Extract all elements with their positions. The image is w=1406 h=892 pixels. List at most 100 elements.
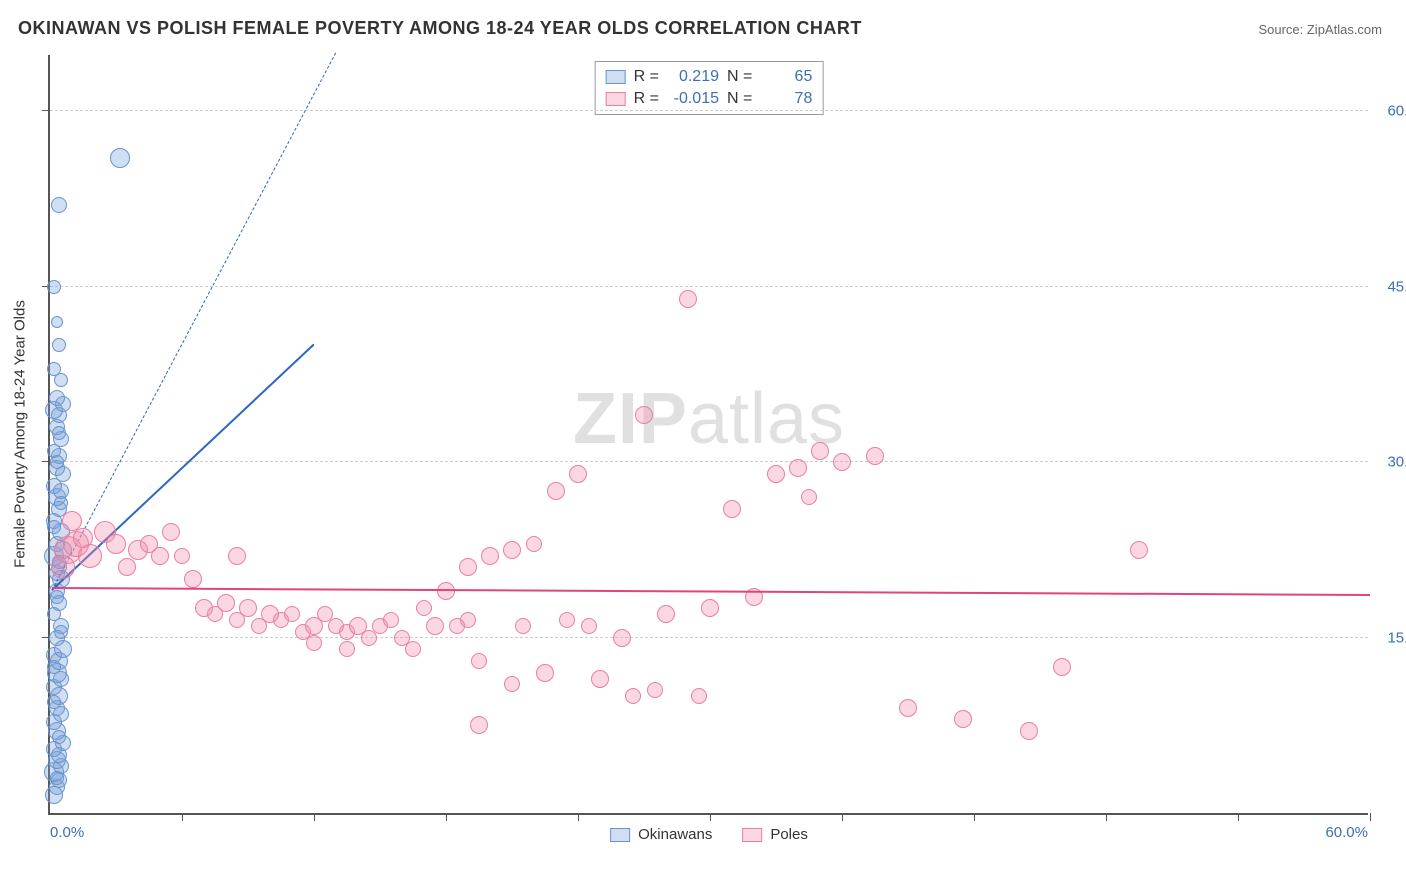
data-point-okinawans xyxy=(54,625,68,639)
x-tick xyxy=(446,813,447,821)
data-point-poles xyxy=(591,670,609,688)
source-link[interactable]: ZipAtlas.com xyxy=(1307,22,1382,37)
data-point-poles xyxy=(503,541,521,559)
y-tick-label: 45.0% xyxy=(1374,278,1406,295)
data-point-poles xyxy=(306,635,322,651)
data-point-poles xyxy=(460,612,476,628)
data-point-okinawans xyxy=(50,590,64,604)
swatch-poles xyxy=(606,92,626,106)
data-point-poles xyxy=(426,617,444,635)
data-point-poles xyxy=(151,547,169,565)
source-label: Source: ZipAtlas.com xyxy=(1258,22,1382,37)
data-point-poles xyxy=(801,489,817,505)
data-point-poles xyxy=(51,555,75,579)
data-point-okinawans xyxy=(47,362,61,376)
data-point-poles xyxy=(625,688,641,704)
data-point-poles xyxy=(723,500,741,518)
data-point-poles xyxy=(536,664,554,682)
x-tick xyxy=(974,813,975,821)
data-point-poles xyxy=(504,676,520,692)
series-legend: Okinawans Poles xyxy=(610,826,808,843)
x-tick xyxy=(1106,813,1107,821)
data-point-poles xyxy=(73,528,93,548)
data-point-okinawans xyxy=(50,771,64,785)
trend-line-extrapolated xyxy=(52,52,337,590)
data-point-poles xyxy=(383,612,399,628)
x-axis-max-label: 60.0% xyxy=(1325,824,1368,841)
x-tick xyxy=(1370,813,1371,821)
x-tick xyxy=(314,813,315,821)
data-point-poles xyxy=(691,688,707,704)
stats-legend: R = 0.219 N = 65 R = -0.015 N = 78 xyxy=(595,61,824,115)
legend-label: Poles xyxy=(770,826,808,843)
data-point-okinawans xyxy=(47,660,61,674)
data-point-okinawans xyxy=(47,520,61,534)
data-point-poles xyxy=(635,406,653,424)
trend-line xyxy=(52,587,1370,596)
gridline xyxy=(50,110,1368,111)
data-point-poles xyxy=(954,710,972,728)
data-point-poles xyxy=(470,716,488,734)
r-label: R = xyxy=(634,90,659,108)
data-point-poles xyxy=(613,629,631,647)
data-point-poles xyxy=(789,459,807,477)
data-point-poles xyxy=(339,641,355,657)
x-tick xyxy=(842,813,843,821)
chart-title: OKINAWAN VS POLISH FEMALE POVERTY AMONG … xyxy=(18,18,862,39)
data-point-poles xyxy=(416,600,432,616)
data-point-poles xyxy=(899,699,917,717)
gridline xyxy=(50,637,1368,638)
data-point-poles xyxy=(811,442,829,460)
data-point-okinawans xyxy=(50,455,64,469)
data-point-okinawans xyxy=(54,496,68,510)
data-point-poles xyxy=(657,605,675,623)
x-tick xyxy=(1238,813,1239,821)
data-point-poles xyxy=(526,536,542,552)
data-point-poles xyxy=(459,558,477,576)
chart-plot-area: Female Poverty Among 18-24 Year Olds ZIP… xyxy=(48,55,1368,815)
data-point-poles xyxy=(106,534,126,554)
r-value-okinawans: 0.219 xyxy=(667,68,719,86)
x-tick xyxy=(710,813,711,821)
data-point-okinawans xyxy=(52,338,66,352)
n-value-poles: 78 xyxy=(760,90,812,108)
data-point-poles xyxy=(162,523,180,541)
gridline xyxy=(50,286,1368,287)
x-axis-min-label: 0.0% xyxy=(50,824,84,841)
data-point-okinawans xyxy=(51,316,63,328)
data-point-poles xyxy=(239,599,257,617)
data-point-poles xyxy=(547,482,565,500)
data-point-poles xyxy=(701,599,719,617)
n-label: N = xyxy=(727,68,752,86)
data-point-poles xyxy=(481,547,499,565)
legend-label: Okinawans xyxy=(638,826,712,843)
r-value-poles: -0.015 xyxy=(667,90,719,108)
data-point-okinawans xyxy=(52,730,66,744)
data-point-okinawans xyxy=(47,280,61,294)
data-point-okinawans xyxy=(51,197,67,213)
y-tick-label: 60.0% xyxy=(1374,103,1406,120)
data-point-poles xyxy=(679,290,697,308)
legend-item-poles: Poles xyxy=(742,826,808,843)
n-label: N = xyxy=(727,90,752,108)
r-label: R = xyxy=(634,68,659,86)
y-tick-label: 15.0% xyxy=(1374,629,1406,646)
data-point-poles xyxy=(405,641,421,657)
data-point-poles xyxy=(217,594,235,612)
watermark: ZIPatlas xyxy=(573,378,845,460)
y-axis-title: Female Poverty Among 18-24 Year Olds xyxy=(12,300,29,568)
data-point-poles xyxy=(581,618,597,634)
data-point-okinawans xyxy=(52,426,66,440)
data-point-poles xyxy=(228,547,246,565)
x-tick xyxy=(182,813,183,821)
data-point-poles xyxy=(647,682,663,698)
data-point-poles xyxy=(833,453,851,471)
data-point-okinawans xyxy=(47,695,61,709)
data-point-poles xyxy=(569,465,587,483)
y-tick-label: 30.0% xyxy=(1374,454,1406,471)
data-point-okinawans xyxy=(110,148,130,168)
data-point-poles xyxy=(1053,658,1071,676)
swatch-okinawans xyxy=(606,70,626,84)
n-value-okinawans: 65 xyxy=(760,68,812,86)
data-point-poles xyxy=(284,606,300,622)
